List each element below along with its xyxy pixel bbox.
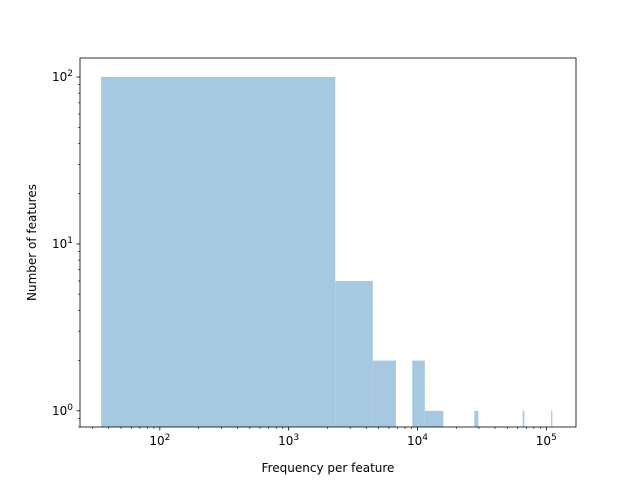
histogram-bar: [101, 77, 336, 428]
histogram-bar: [335, 280, 373, 427]
histogram-bar: [424, 410, 444, 427]
x-tick-label: 105: [536, 433, 557, 448]
x-axis-ticks: 102 103 104 105: [92, 427, 557, 448]
y-tick-label: 102: [52, 69, 73, 84]
histogram-bar: [372, 360, 396, 427]
x-tick-label: 102: [149, 433, 170, 448]
histogram-bar: [551, 410, 553, 427]
plot-frame: [79, 57, 577, 428]
y-axis-ticks: 100 101 102: [52, 69, 80, 428]
y-axis-title: Number of features: [25, 184, 39, 301]
x-axis-title: Frequency per feature: [262, 461, 395, 475]
histogram-bars: [101, 77, 553, 428]
histogram-bar: [522, 410, 525, 427]
histogram-bar: [412, 360, 425, 427]
x-tick-label: 103: [278, 433, 299, 448]
y-tick-label: 100: [52, 403, 73, 418]
x-tick-label: 104: [407, 433, 428, 448]
y-tick-label: 101: [52, 236, 73, 251]
histogram-bar: [474, 410, 479, 427]
